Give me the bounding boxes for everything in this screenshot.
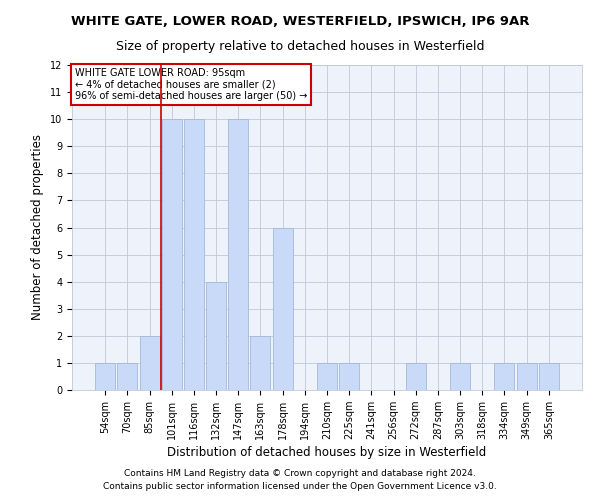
Bar (228, 119, 248, 390)
Bar (539, 363, 559, 390)
Bar (517, 363, 536, 390)
Bar (450, 363, 470, 390)
Bar (494, 363, 514, 390)
Bar (339, 363, 359, 390)
Text: WHITE GATE LOWER ROAD: 95sqm
← 4% of detached houses are smaller (2)
96% of semi: WHITE GATE LOWER ROAD: 95sqm ← 4% of det… (74, 68, 307, 102)
Text: Contains public sector information licensed under the Open Government Licence v3: Contains public sector information licen… (103, 482, 497, 491)
Bar (317, 363, 337, 390)
Bar (140, 336, 160, 390)
Text: Contains HM Land Registry data © Crown copyright and database right 2024.: Contains HM Land Registry data © Crown c… (124, 468, 476, 477)
Bar (95, 363, 115, 390)
Y-axis label: Number of detached properties: Number of detached properties (31, 134, 44, 320)
X-axis label: Distribution of detached houses by size in Westerfield: Distribution of detached houses by size … (167, 446, 487, 459)
Text: WHITE GATE, LOWER ROAD, WESTERFIELD, IPSWICH, IP6 9AR: WHITE GATE, LOWER ROAD, WESTERFIELD, IPS… (71, 15, 529, 28)
Bar (250, 336, 271, 390)
Bar (272, 228, 293, 390)
Bar (118, 363, 137, 390)
Bar (184, 119, 204, 390)
Bar (162, 119, 182, 390)
Bar (206, 282, 226, 390)
Bar (406, 363, 426, 390)
Text: Size of property relative to detached houses in Westerfield: Size of property relative to detached ho… (116, 40, 484, 53)
